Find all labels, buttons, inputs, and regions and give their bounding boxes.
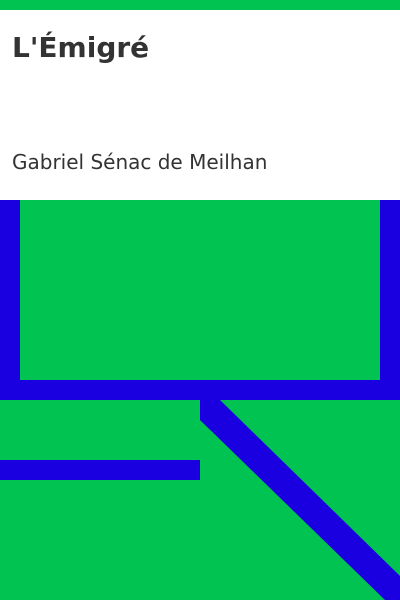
diagonal-stripe bbox=[200, 400, 400, 600]
left-dash bbox=[0, 460, 200, 480]
top-band bbox=[0, 0, 400, 10]
frame-bottom-bar bbox=[0, 380, 400, 400]
frame-right-bar bbox=[380, 190, 400, 400]
frame-left-bar bbox=[0, 190, 20, 400]
title-panel: L'Émigré Gabriel Sénac de Meilhan bbox=[0, 10, 400, 200]
book-author: Gabriel Sénac de Meilhan bbox=[12, 150, 268, 174]
book-title: L'Émigré bbox=[12, 31, 150, 64]
